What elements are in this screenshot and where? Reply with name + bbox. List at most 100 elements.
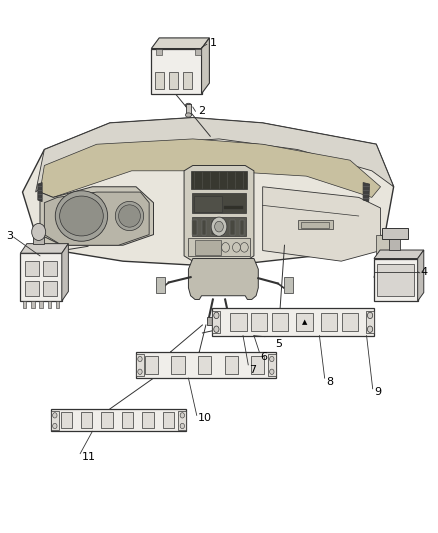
Bar [20,253,62,301]
Circle shape [233,243,240,252]
Polygon shape [40,139,381,197]
Bar [51,410,59,430]
Bar [251,357,265,374]
Circle shape [53,423,57,429]
Bar [212,308,374,336]
Polygon shape [263,187,381,261]
Text: 7: 7 [250,365,257,375]
Text: 1: 1 [209,38,216,48]
Bar [178,410,186,430]
Bar [171,357,184,374]
Polygon shape [20,244,68,253]
Polygon shape [40,187,153,245]
Polygon shape [418,250,424,301]
Polygon shape [201,38,209,94]
Bar [240,220,244,235]
Bar [35,235,57,256]
Bar [342,313,358,332]
Bar [207,317,231,325]
Bar [212,220,216,235]
Polygon shape [44,192,149,245]
Bar [162,412,174,428]
Bar [366,311,374,333]
Circle shape [180,413,184,418]
Bar [23,301,26,309]
Text: 10: 10 [198,413,212,423]
Polygon shape [374,250,424,259]
Circle shape [215,221,223,232]
Bar [51,409,186,431]
Bar [389,238,400,250]
Bar [192,193,246,213]
Bar [56,301,59,309]
Bar [192,220,197,235]
Text: 11: 11 [81,452,95,462]
Bar [195,240,221,255]
Bar [268,354,276,376]
Circle shape [211,217,227,236]
Circle shape [270,369,274,374]
Circle shape [138,357,142,362]
Bar [191,171,247,189]
Bar [33,234,44,244]
Bar [192,216,246,236]
Polygon shape [151,38,209,49]
Ellipse shape [60,196,103,236]
Text: 2: 2 [198,106,205,116]
Text: 4: 4 [421,267,428,277]
Ellipse shape [185,113,191,117]
Bar [186,104,191,115]
Bar [155,72,164,90]
Bar [194,196,222,212]
Bar [25,281,39,296]
Polygon shape [38,182,42,201]
Circle shape [240,243,248,252]
Text: 9: 9 [374,387,381,398]
Text: 5: 5 [275,338,282,349]
Bar [188,238,250,256]
Circle shape [367,312,373,319]
Polygon shape [35,118,394,192]
Bar [101,412,113,428]
Bar [145,357,158,374]
Bar [136,352,276,378]
Bar [212,311,220,333]
Bar [376,235,394,259]
Bar [296,313,313,332]
Bar [81,412,92,428]
Polygon shape [22,118,394,266]
Polygon shape [188,259,258,300]
Circle shape [367,326,373,333]
Bar [230,313,247,332]
Bar [136,354,144,376]
Bar [382,228,408,239]
Bar [155,277,165,293]
Bar [35,254,57,258]
Bar [183,72,192,90]
Bar [198,357,211,374]
Bar [122,412,133,428]
Polygon shape [62,244,68,301]
Bar [25,261,39,276]
Ellipse shape [185,103,191,108]
Bar [202,220,206,235]
Bar [169,72,178,90]
Bar [284,277,293,293]
Bar [47,301,51,309]
Bar [151,49,201,94]
Text: ▲: ▲ [302,319,308,325]
Bar [378,264,414,296]
Ellipse shape [55,191,108,241]
Polygon shape [363,182,370,201]
Bar [43,261,57,276]
Bar [301,222,329,228]
Bar [272,313,288,332]
Ellipse shape [119,205,141,227]
Bar [321,313,337,332]
Bar [39,301,43,309]
Circle shape [53,413,57,418]
Bar [155,49,162,55]
Circle shape [180,423,184,429]
Ellipse shape [115,201,144,231]
Circle shape [214,312,219,319]
